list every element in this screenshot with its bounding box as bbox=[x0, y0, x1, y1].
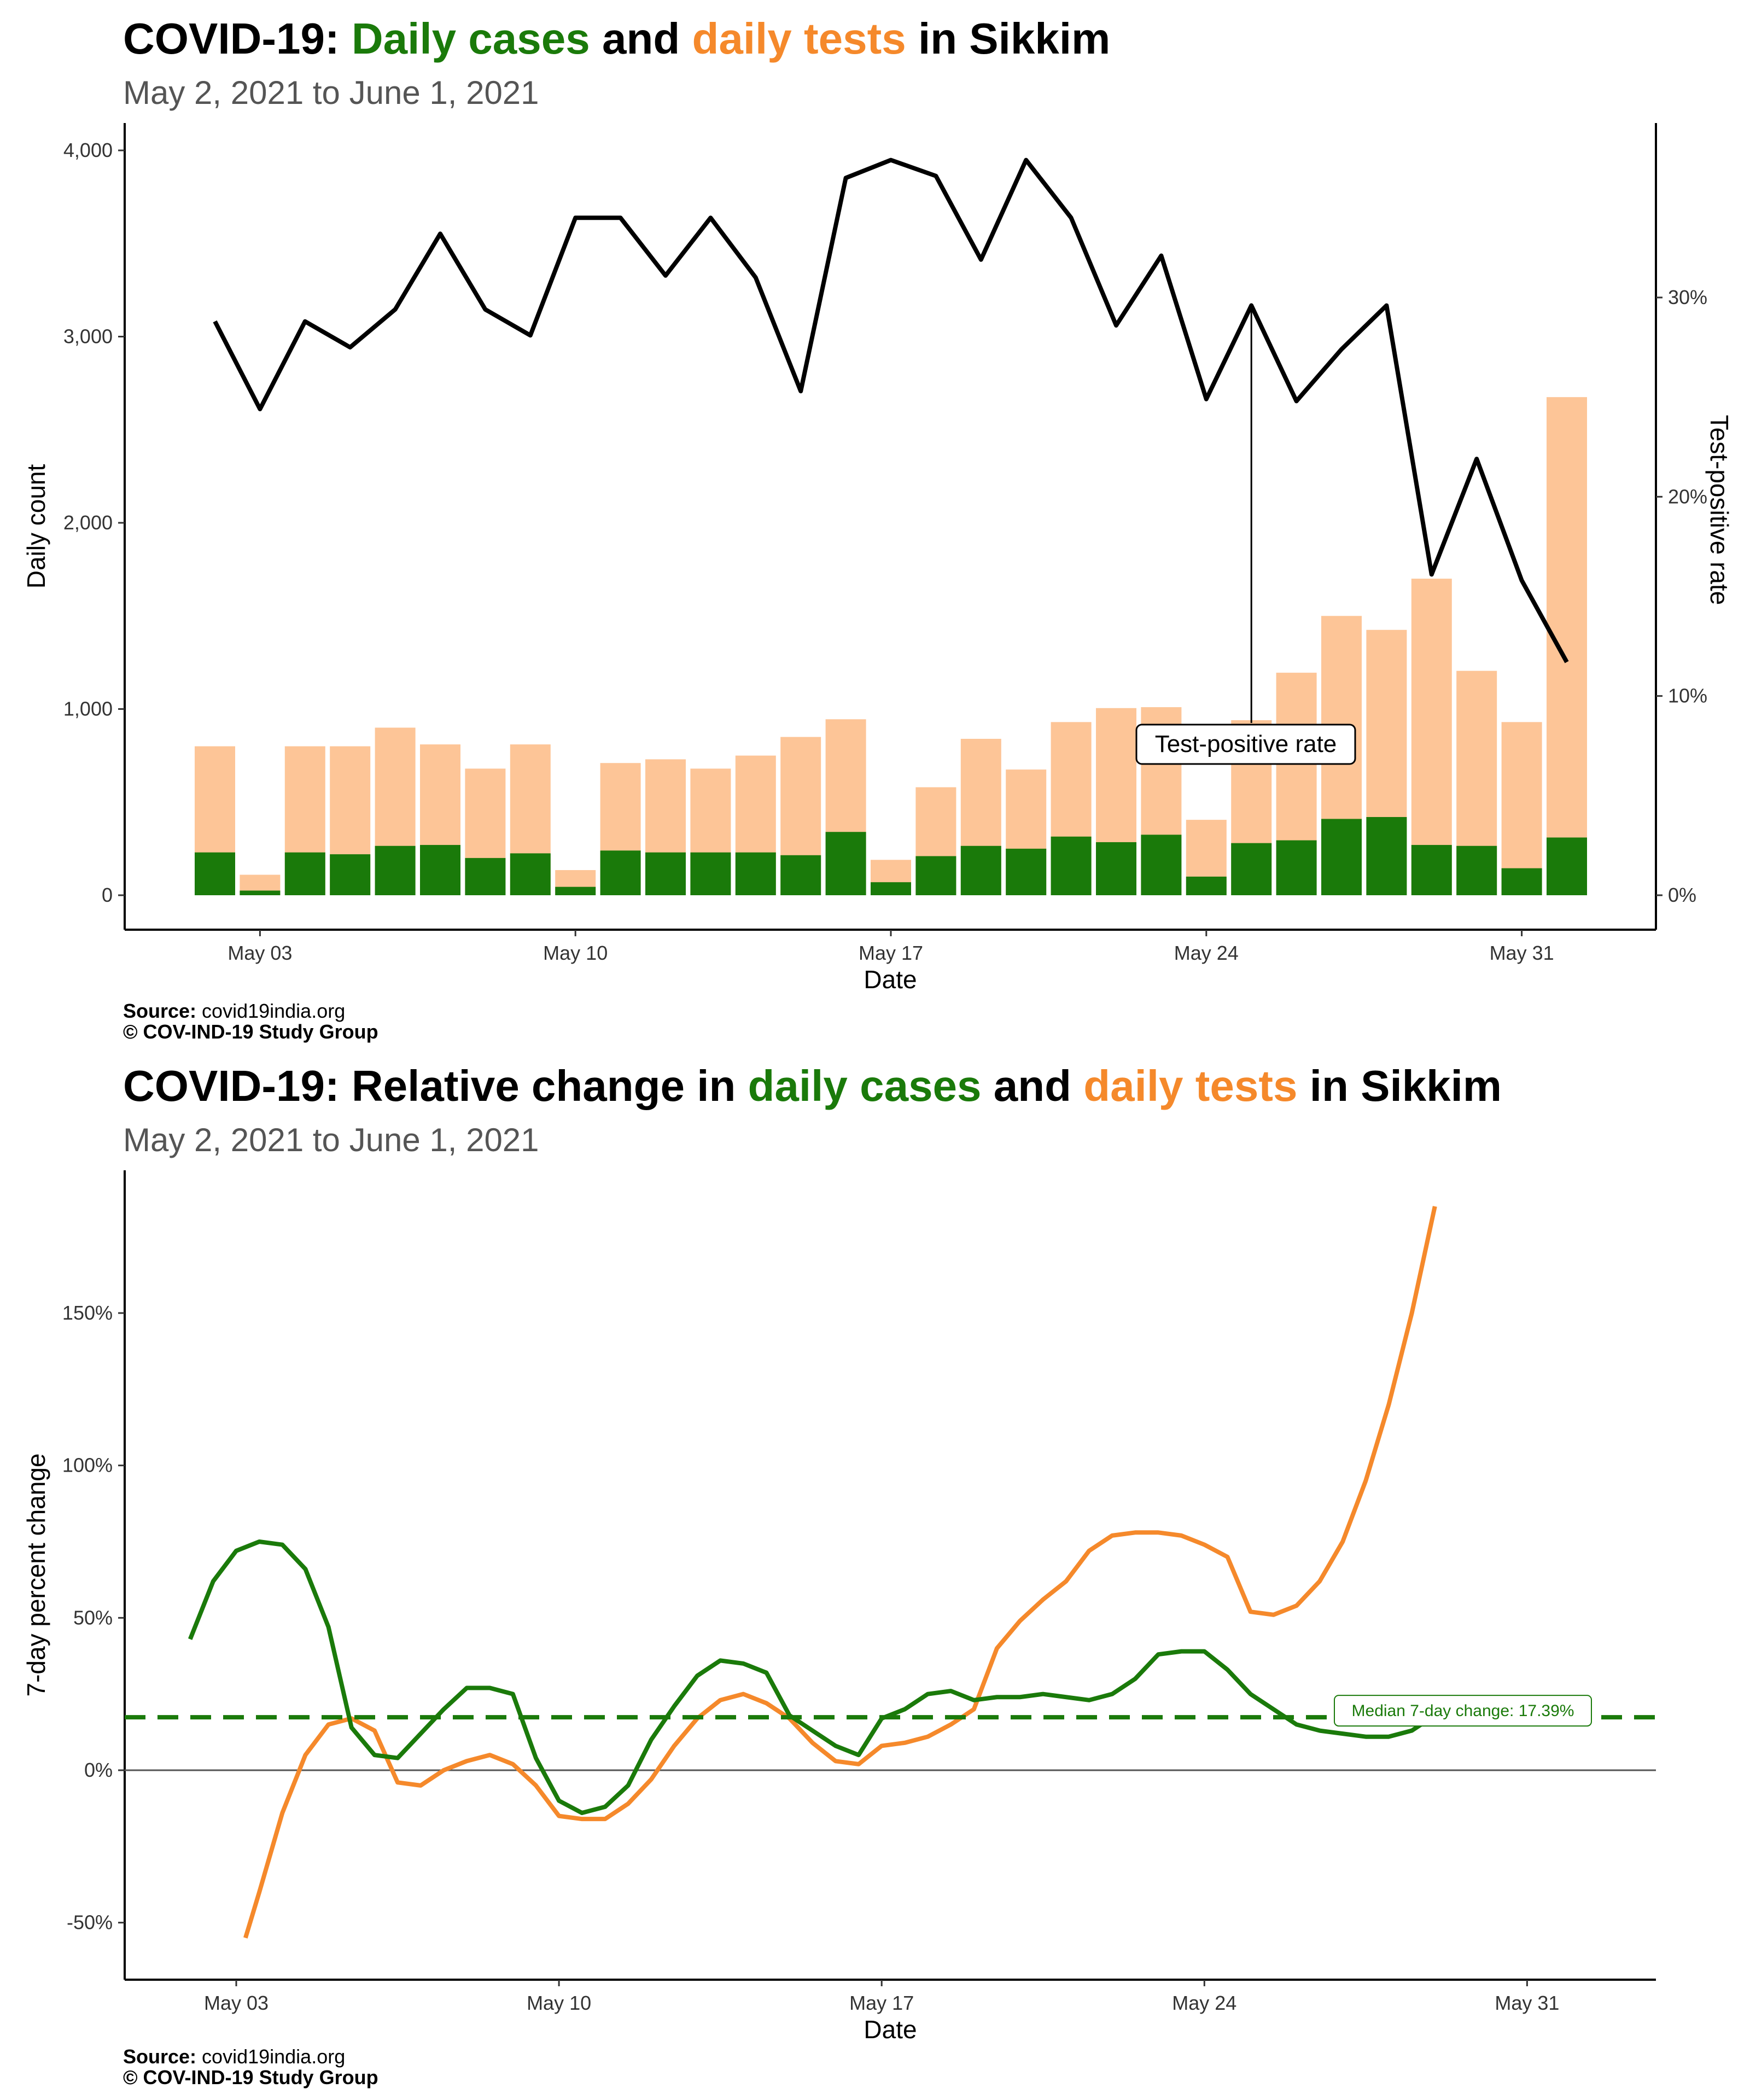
top-title-suffix: in Sikkim bbox=[906, 14, 1111, 63]
bottom-title-and: and bbox=[981, 1061, 1084, 1110]
bottom-source: Source: covid19india.org © COV-IND-19 St… bbox=[123, 2046, 378, 2088]
top-x-tick-label: May 24 bbox=[1174, 942, 1239, 964]
bottom-y-tick-label: 50% bbox=[73, 1606, 113, 1629]
top-source-value: covid19india.org bbox=[196, 1000, 346, 1022]
bottom-y-tick-label: 150% bbox=[62, 1302, 113, 1324]
top-y2-tick-label: 10% bbox=[1668, 685, 1707, 707]
top-chart: 0 1,000 2,000 3,000 4,000 0% 10% 20% 30% May 03 Ma… bbox=[22, 123, 1734, 994]
tests-bar bbox=[1547, 397, 1587, 895]
top-title-tests: daily tests bbox=[692, 14, 906, 63]
cases-bar bbox=[330, 854, 371, 895]
cases-bar bbox=[960, 845, 1001, 895]
cases-bar bbox=[195, 852, 235, 895]
cases-bar bbox=[780, 855, 821, 895]
bottom-title-prefix: COVID-19: Relative change in bbox=[123, 1061, 748, 1110]
cases-bar bbox=[510, 853, 551, 895]
cases-bar bbox=[735, 852, 776, 895]
bottom-copyright: © COV-IND-19 Study Group bbox=[123, 2066, 378, 2089]
cases-bar bbox=[420, 845, 460, 895]
top-y-tick-label: 2,000 bbox=[63, 511, 113, 534]
cases-bar bbox=[240, 890, 281, 895]
bottom-x-tick-label: May 10 bbox=[527, 1992, 591, 2014]
top-chart-title: COVID-19: Daily cases and daily tests in… bbox=[123, 14, 1110, 64]
cases-bar bbox=[1006, 848, 1047, 895]
bottom-title-cases: daily cases bbox=[748, 1061, 982, 1110]
top-x-tick-label: May 03 bbox=[228, 942, 292, 964]
top-y2-tick-label: 30% bbox=[1668, 286, 1707, 308]
tests-change-line bbox=[243, 1206, 1437, 1939]
bottom-title-suffix: in Sikkim bbox=[1297, 1061, 1502, 1110]
cases-bar bbox=[555, 886, 596, 895]
top-x-tick-label: May 31 bbox=[1490, 942, 1554, 964]
bottom-y-axis-label: 7-day percent change bbox=[22, 1454, 50, 1697]
bottom-title-tests: daily tests bbox=[1083, 1061, 1298, 1110]
bottom-y-tick-label: 0% bbox=[84, 1759, 113, 1781]
cases-bar bbox=[600, 850, 641, 895]
tpr-line bbox=[213, 158, 1569, 663]
top-source: Source: covid19india.org © COV-IND-19 St… bbox=[123, 1001, 378, 1042]
bottom-x-tick-label: May 17 bbox=[849, 1992, 914, 2014]
cases-bar bbox=[1186, 876, 1227, 895]
cases-bar bbox=[690, 852, 731, 895]
bottom-source-label: Source: bbox=[123, 2045, 197, 2068]
top-title-cases: Daily cases bbox=[351, 14, 590, 63]
top-y-tick-label: 4,000 bbox=[63, 139, 113, 161]
tpr-annotation-box bbox=[1135, 724, 1356, 765]
top-x-axis-label: Date bbox=[864, 965, 917, 994]
tests-bar bbox=[1411, 579, 1452, 895]
bottom-chart-title: COVID-19: Relative change in daily cases… bbox=[123, 1061, 1502, 1111]
bottom-x-tick-label: May 31 bbox=[1495, 1992, 1559, 2014]
cases-bar bbox=[1501, 868, 1542, 895]
cases-bar bbox=[871, 882, 911, 895]
top-title-prefix: COVID-19: bbox=[123, 14, 352, 63]
top-copyright: © COV-IND-19 Study Group bbox=[123, 1020, 378, 1043]
cases-bar bbox=[1231, 843, 1272, 895]
bottom-y-tick-label: 100% bbox=[62, 1454, 113, 1477]
cases-bar bbox=[1051, 836, 1092, 895]
cases-bar bbox=[1366, 816, 1407, 895]
cases-bar bbox=[465, 858, 506, 895]
median-label-box bbox=[1334, 1695, 1592, 1727]
bottom-x-axis-label: Date bbox=[864, 2015, 917, 2044]
cases-bar bbox=[284, 852, 325, 895]
bottom-x-tick-label: May 24 bbox=[1172, 1992, 1236, 2014]
cases-bar bbox=[1547, 837, 1587, 895]
cases-bar bbox=[915, 856, 956, 895]
cases-bar bbox=[1411, 845, 1452, 895]
cases-bar bbox=[1276, 840, 1317, 895]
cases-bar bbox=[1141, 835, 1182, 895]
cases-change-line bbox=[188, 1539, 1437, 1816]
top-y2-tick-label: 20% bbox=[1668, 485, 1707, 508]
top-x-tick-label: May 10 bbox=[543, 942, 608, 964]
top-chart-subtitle: May 2, 2021 to June 1, 2021 bbox=[123, 74, 539, 111]
top-source-label: Source: bbox=[123, 1000, 197, 1022]
top-y-tick-label: 0 bbox=[102, 884, 113, 906]
top-title-and: and bbox=[590, 14, 692, 63]
bottom-y-tick-label: -50% bbox=[67, 1911, 113, 1934]
cases-bar bbox=[375, 845, 416, 895]
top-y-axis-label: Daily count bbox=[22, 464, 50, 589]
bottom-chart-subtitle: May 2, 2021 to June 1, 2021 bbox=[123, 1122, 539, 1158]
tpr-annotation-label: Test-positive rate bbox=[1155, 731, 1337, 757]
cases-bar bbox=[825, 832, 866, 895]
tests-bar bbox=[1501, 722, 1542, 895]
cases-bar bbox=[645, 852, 686, 895]
median-label: Median 7-day change: 17.39% bbox=[1352, 1702, 1574, 1720]
top-y-tick-label: 1,000 bbox=[63, 698, 113, 720]
cases-bar bbox=[1456, 845, 1497, 895]
bottom-x-tick-label: May 03 bbox=[204, 1992, 269, 2014]
top-y2-axis-label: Test-positive rate bbox=[1705, 415, 1734, 605]
cases-bar bbox=[1096, 842, 1136, 895]
bottom-source-value: covid19india.org bbox=[196, 2045, 346, 2068]
top-y2-tick-label: 0% bbox=[1668, 884, 1696, 906]
top-y-tick-label: 3,000 bbox=[63, 325, 113, 348]
cases-bar bbox=[1321, 819, 1362, 895]
top-x-tick-label: May 17 bbox=[859, 942, 923, 964]
